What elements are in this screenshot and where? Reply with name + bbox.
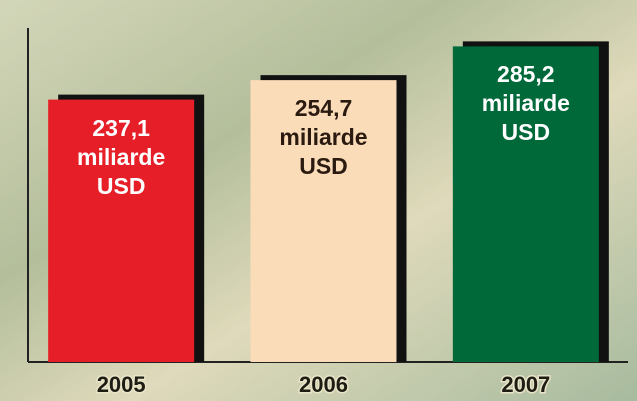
value-label: 285,2 miliarde USD [481, 61, 570, 146]
bar [48, 99, 195, 362]
x-tick-label: 2007 [501, 372, 550, 397]
bar [452, 46, 599, 363]
x-tick-label: 2006 [299, 372, 348, 397]
value-label: 237,1 miliarde USD [77, 114, 166, 199]
bar [250, 80, 397, 362]
value-label: 254,7 miliarde USD [279, 95, 368, 180]
x-tick-label: 2005 [97, 372, 146, 397]
